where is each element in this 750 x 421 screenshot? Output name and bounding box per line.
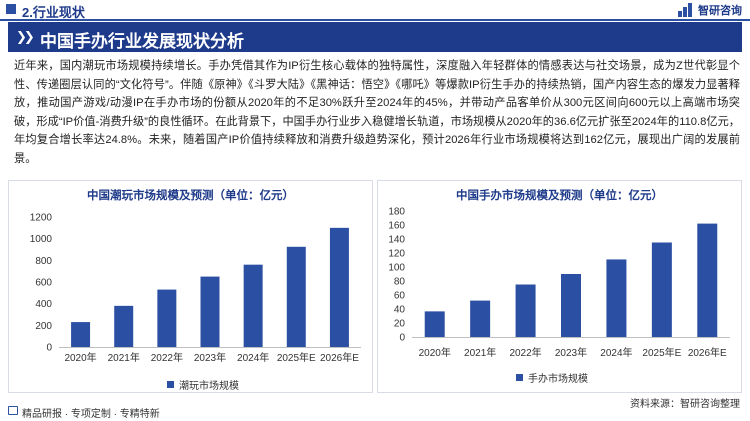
x-tick-label: 2022年 <box>509 346 541 359</box>
y-tick-label: 20 <box>394 319 406 330</box>
header-divider <box>0 19 750 21</box>
x-tick-label: 2020年 <box>64 351 96 364</box>
bar <box>561 274 581 337</box>
y-tick-label: 60 <box>394 291 406 302</box>
toy-market-bar-chart: 0 200 400 600 800 1000 1200 2020年 2021年 2022年 2023… <box>30 213 361 364</box>
report-icon <box>8 406 18 415</box>
y-tick-label: 200 <box>35 321 52 332</box>
body-paragraph: 近年来，国内潮玩市场规模持续增长。手办凭借其作为IP衍生核心载体的独特属性，深度… <box>14 60 740 165</box>
y-tick-label: 1200 <box>30 213 53 224</box>
bar <box>157 289 177 347</box>
footer: 精品研报 · 专项定制 · 专精特新 <box>0 400 750 421</box>
y-tick-label: 0 <box>399 333 405 344</box>
top-bar: 2.行业现状 智研咨询 <box>0 0 750 21</box>
bar <box>515 284 536 337</box>
bar <box>424 311 445 337</box>
legend-label: 潮玩市场规模 <box>179 381 239 392</box>
bar <box>651 242 672 337</box>
section-marker-icon <box>6 4 16 14</box>
bar <box>606 259 627 337</box>
y-tick-label: 400 <box>35 299 52 310</box>
footer-tags: 精品研报 · 专项定制 · 专精特新 <box>22 409 160 420</box>
brand-name: 智研咨询 <box>698 5 742 17</box>
chart-legend: 手办市场规模 <box>516 370 588 385</box>
chevron-right-icon: ❯❯ <box>16 29 35 44</box>
page-title: 中国手办行业发展现状分析 <box>40 32 244 51</box>
x-tick-label: 2024年 <box>600 346 632 359</box>
figure-market-bar-chart: 0 20 40 60 80 100 120 140 160 180 2020年 2021年 2022年 2… <box>388 207 730 359</box>
bar <box>697 223 718 337</box>
y-tick-label: 80 <box>394 277 406 288</box>
x-tick-label: 2020年 <box>419 346 451 359</box>
legend-label: 手办市场规模 <box>528 374 588 385</box>
section-label: 2.行业现状 <box>22 5 85 20</box>
y-tick-label: 1000 <box>30 234 53 245</box>
x-tick-label: 2026年E <box>688 346 727 359</box>
bar <box>286 246 306 347</box>
chart-title: 中国手办市场规模及预测（单位：亿元） <box>456 190 663 202</box>
x-tick-label: 2025年E <box>277 351 316 364</box>
y-tick-label: 100 <box>388 263 405 274</box>
chart-card-figure-market: 中国手办市场规模及预测（单位：亿元） 0 20 40 60 80 100 120 140 160… <box>377 180 742 393</box>
y-tick-label: 800 <box>35 256 52 267</box>
bar <box>200 276 220 347</box>
y-tick-label: 600 <box>35 278 52 289</box>
bar <box>114 305 134 347</box>
y-tick-label: 120 <box>388 249 405 260</box>
x-tick-label: 2021年 <box>464 346 496 359</box>
source-note: 资料来源：智研咨询整理 <box>630 399 740 410</box>
title-banner: ❯❯ 中国手办行业发展现状分析 <box>8 22 742 52</box>
y-tick-label: 160 <box>388 221 405 232</box>
x-tick-label: 2021年 <box>108 351 140 364</box>
chart-legend: 潮玩市场规模 <box>167 377 239 392</box>
y-tick-label: 40 <box>394 305 406 316</box>
chart-title: 中国潮玩市场规模及预测（单位：亿元） <box>87 190 294 202</box>
y-tick-label: 0 <box>46 343 52 354</box>
x-tick-label: 2025年E <box>642 346 681 359</box>
bar <box>470 300 491 337</box>
brand: 智研咨询 <box>678 2 742 18</box>
y-tick-label: 180 <box>388 207 405 218</box>
legend-swatch <box>516 374 523 381</box>
chart-card-toy-market: 中国潮玩市场规模及预测（单位：亿元） 0 200 400 600 800 1000 1200… <box>8 180 373 393</box>
x-tick-label: 2023年 <box>555 346 587 359</box>
y-tick-label: 140 <box>388 235 405 246</box>
x-tick-label: 2023年 <box>194 351 226 364</box>
legend-swatch <box>167 381 174 388</box>
bar <box>71 322 91 347</box>
bar <box>243 264 263 347</box>
bar <box>329 227 349 347</box>
brand-logo-icon <box>678 3 694 17</box>
x-tick-label: 2026年E <box>320 351 359 364</box>
x-tick-label: 2024年 <box>237 351 269 364</box>
x-tick-label: 2022年 <box>151 351 183 364</box>
